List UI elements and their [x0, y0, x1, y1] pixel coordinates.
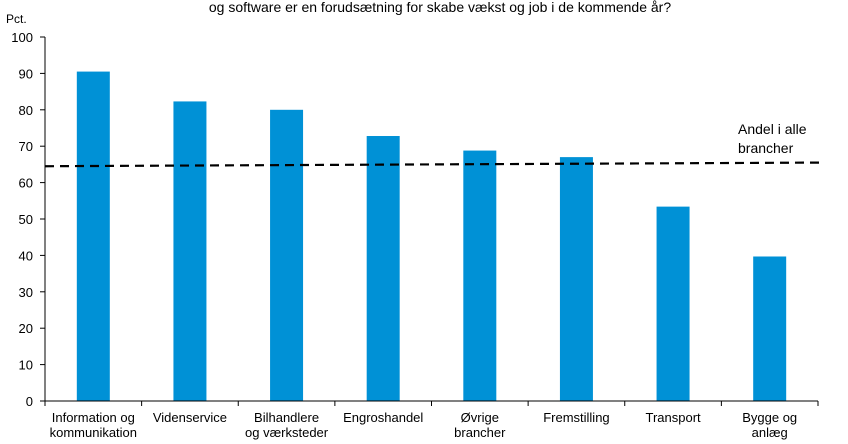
reference-line-label: Andel i alle brancher: [738, 121, 807, 156]
x-category-label-4: Øvrige brancher: [454, 410, 506, 440]
y-tick-label-60: 60: [19, 176, 33, 191]
x-category-label-5: Fremstilling: [543, 410, 609, 425]
bar-3: [366, 136, 400, 401]
y-tick-labels: 0 10 20 30 40 50 60 70 80 90 100: [11, 30, 33, 409]
x-category-label-3: Engroshandel: [343, 410, 423, 425]
bar-6: [656, 206, 690, 401]
bars-group: [76, 71, 787, 402]
y-tick-label-80: 80: [19, 103, 33, 118]
x-category-label-6: Transport: [645, 410, 701, 425]
bar-4: [463, 150, 497, 401]
y-tick-label-20: 20: [19, 321, 33, 336]
y-tick-label-30: 30: [19, 285, 33, 300]
x-category-label-2: Bilhandlere og værksteder: [245, 410, 329, 440]
bar-2: [270, 109, 304, 402]
reference-line-group: Andel i alle brancher: [44, 121, 822, 168]
y-axis-unit-label: Pct.: [6, 12, 27, 26]
axes-group: [40, 36, 819, 406]
bar-5: [559, 157, 593, 401]
bar-7: [753, 256, 787, 401]
x-category-label-1: Videnservice: [153, 410, 227, 425]
x-category-labels: Information og kommunikation Videnservice B…: [50, 410, 798, 440]
y-tick-label-10: 10: [19, 358, 33, 373]
y-tick-label-70: 70: [19, 139, 33, 154]
y-tick-label-90: 90: [19, 66, 33, 81]
y-tick-label-0: 0: [26, 394, 33, 409]
y-tick-label-40: 40: [19, 248, 33, 263]
x-category-label-7: Bygge og anlæg: [742, 410, 797, 440]
chart-title: og software er en forudsætning for skabe…: [209, 0, 671, 15]
x-category-label-0: Information og kommunikation: [50, 410, 137, 440]
bar-0: [76, 71, 110, 401]
y-tick-label-50: 50: [19, 212, 33, 227]
reference-line: [44, 161, 822, 168]
y-tick-label-100: 100: [11, 30, 33, 45]
bar-1: [173, 101, 207, 401]
